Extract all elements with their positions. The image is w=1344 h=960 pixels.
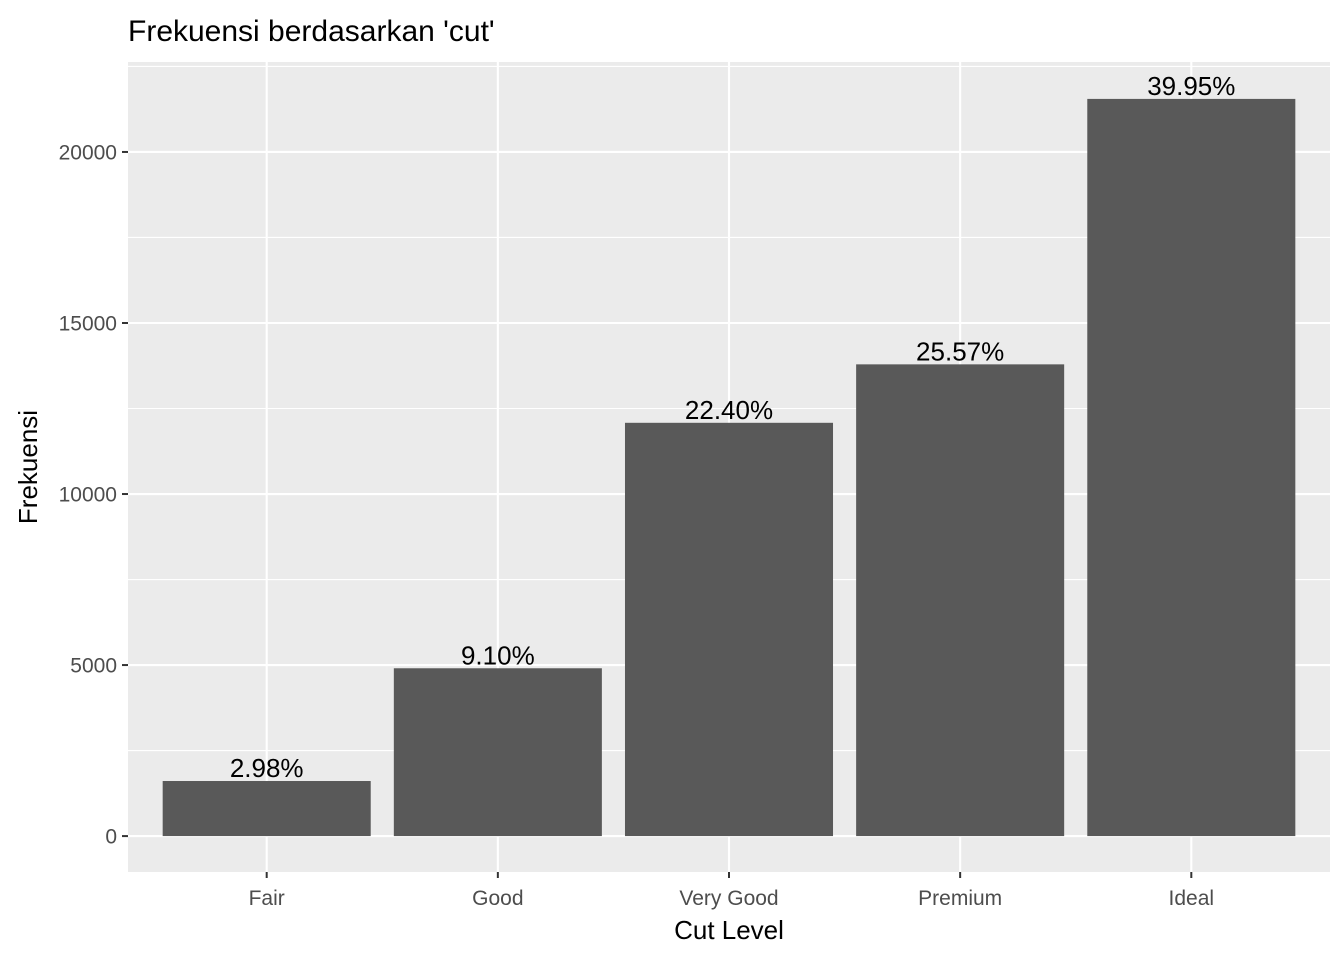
x-axis: Fair Good Very Good Premium Ideal xyxy=(249,872,1214,910)
x-axis-title: Cut Level xyxy=(674,915,784,945)
y-tick-label: 5000 xyxy=(70,655,117,678)
x-tick-label: Premium xyxy=(918,887,1002,910)
chart-title: Frekuensi berdasarkan 'cut' xyxy=(128,15,495,48)
y-axis: 0 5000 10000 15000 20000 xyxy=(59,141,128,849)
y-tick-label: 0 xyxy=(105,826,117,849)
data-label: 2.98% xyxy=(230,753,304,783)
x-tick-label: Fair xyxy=(249,887,285,910)
bar xyxy=(1087,98,1296,837)
bar-series xyxy=(162,98,1296,837)
x-tick-label: Good xyxy=(472,887,523,910)
y-axis-title: Frekuensi xyxy=(13,410,43,524)
x-tick-label: Ideal xyxy=(1169,887,1215,910)
data-label: 9.10% xyxy=(461,640,535,670)
y-tick-label: 15000 xyxy=(59,312,117,335)
y-tick-label: 10000 xyxy=(59,484,117,507)
y-tick-label: 20000 xyxy=(59,141,117,164)
bar xyxy=(856,364,1065,837)
data-label: 22.40% xyxy=(685,395,773,425)
bar xyxy=(162,781,371,837)
bar xyxy=(393,668,602,837)
x-tick-label: Very Good xyxy=(679,887,778,910)
bar xyxy=(624,422,834,837)
data-labels: 2.98% 9.10% 22.40% 25.57% 39.95% xyxy=(230,71,1236,783)
data-label: 39.95% xyxy=(1147,71,1235,101)
data-label: 25.57% xyxy=(916,336,1004,366)
